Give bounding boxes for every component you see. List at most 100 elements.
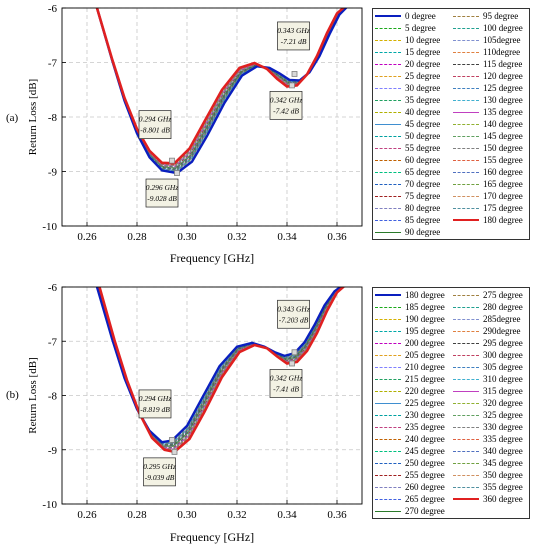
data-annotation: 0.342 GHz -7.42 dB xyxy=(269,82,303,120)
legend-item: 145 degree xyxy=(453,130,527,142)
legend-swatch xyxy=(375,63,401,65)
legend-swatch xyxy=(375,450,401,452)
legend-item: 185 degree xyxy=(375,301,449,313)
legend-swatch xyxy=(453,195,479,197)
legend-label: 125 degree xyxy=(483,82,523,93)
annotation-box xyxy=(138,389,172,419)
data-annotation: 0.296 GHz -9.028 dB xyxy=(145,170,180,208)
annotation-text: -9.039 dB xyxy=(145,473,175,482)
annotation-text: 0.294 GHz xyxy=(139,115,172,124)
legend-item: 345 degree xyxy=(453,457,527,469)
legend-swatch xyxy=(375,147,401,149)
legend-item: 310 degree xyxy=(453,373,527,385)
legend-swatch xyxy=(453,207,479,209)
legend-item: 250 degree xyxy=(375,457,449,469)
y-axis-label: Return Loss [dB] xyxy=(27,357,39,433)
legend-item: 140 degree xyxy=(453,118,527,130)
plot-frame xyxy=(61,286,363,505)
legend-label: 240 degree xyxy=(405,433,445,444)
legend-swatch xyxy=(453,294,479,296)
annotation-marker xyxy=(171,448,178,455)
annotation-marker xyxy=(169,157,175,164)
legend-label: 305 degree xyxy=(483,361,523,372)
legend-item: 100 degree xyxy=(453,22,527,34)
legend-item: 235 degree xyxy=(375,421,449,433)
annotation-box xyxy=(145,178,179,208)
legend-label: 105degree xyxy=(483,34,521,45)
legend-item: 195 degree xyxy=(375,325,449,337)
legend-label: 35 degree xyxy=(405,94,441,105)
legend-label: 290degree xyxy=(483,325,521,336)
legend-swatch xyxy=(375,75,401,77)
legend-label: 335 degree xyxy=(483,433,523,444)
legend-item: 20 degree xyxy=(375,58,449,70)
x-tick-label: 0.34 xyxy=(277,231,297,243)
series-line-bundle xyxy=(98,287,343,449)
legend-label: 10 degree xyxy=(405,34,441,45)
legend-swatch xyxy=(453,75,479,77)
legend-swatch xyxy=(375,183,401,185)
legend-label: 75 degree xyxy=(405,190,441,201)
legend-label: 55 degree xyxy=(405,142,441,153)
legend-label: 145 degree xyxy=(483,130,523,141)
legend-swatch xyxy=(375,99,401,101)
legend-label: 80 degree xyxy=(405,202,441,213)
legend-label: 215 degree xyxy=(405,373,445,384)
legend-item: 40 degree xyxy=(375,106,449,118)
legend-label: 230 degree xyxy=(405,409,445,420)
legend-label: 250 degree xyxy=(405,457,445,468)
panel-a-plot: 0.26 0.28 0.30 0.32 0.34 0.36 -6 -7 -8 -9 -10 0.294… xyxy=(27,3,363,265)
legend-label: 65 degree xyxy=(405,166,441,177)
legend-item: 355 degree xyxy=(453,481,527,493)
legend-label: 85 degree xyxy=(405,214,441,225)
legend-swatch xyxy=(453,462,479,464)
legend-label: 25 degree xyxy=(405,70,441,81)
legend-item: 5 degree xyxy=(375,22,449,34)
legend-swatch xyxy=(375,135,401,137)
legend-label: 265 degree xyxy=(405,493,445,504)
legend-label: 165 degree xyxy=(483,178,523,189)
legend-swatch xyxy=(375,27,401,29)
legend-item: 35 degree xyxy=(375,94,449,106)
legend-item: 265 degree xyxy=(375,493,449,505)
legend-swatch xyxy=(453,390,479,392)
legend-swatch xyxy=(453,426,479,428)
legend-label: 360 degree xyxy=(483,493,523,504)
legend-item: 325 degree xyxy=(453,409,527,421)
legend-label: 225 degree xyxy=(405,397,445,408)
legend-swatch xyxy=(453,378,479,380)
x-tick-label: 0.36 xyxy=(327,231,347,243)
legend-item: 115 degree xyxy=(453,58,527,70)
annotation-marker xyxy=(169,437,175,443)
legend-swatch xyxy=(375,474,401,476)
annotation-text: 0.342 GHz xyxy=(270,373,303,382)
legend-swatch xyxy=(453,135,479,137)
legend-label: 45 degree xyxy=(405,118,441,129)
plot-frame xyxy=(61,7,363,227)
annotation-marker xyxy=(289,82,295,89)
annotation-text: 0.294 GHz xyxy=(139,394,172,403)
legend-item: 130 degree xyxy=(453,94,527,106)
legend-swatch xyxy=(453,51,479,53)
legend-swatch xyxy=(453,366,479,368)
legend-item: 240 degree xyxy=(375,433,449,445)
legend-label: 20 degree xyxy=(405,58,441,69)
legend-item: 320 degree xyxy=(453,397,527,409)
legend-swatch xyxy=(375,294,401,296)
legend-label: 355 degree xyxy=(483,481,523,492)
y-tick-label: -10 xyxy=(42,221,57,233)
annotation-box xyxy=(277,299,310,329)
legend-label: 155 degree xyxy=(483,154,523,165)
legend-label: 330 degree xyxy=(483,421,523,432)
legend-swatch xyxy=(453,474,479,476)
annotation-text: -7.41 dB xyxy=(273,384,299,393)
legend-label: 275 degree xyxy=(483,289,523,300)
legend-label: 70 degree xyxy=(405,178,441,189)
legend-label: 180 degree xyxy=(405,289,445,300)
legend-swatch xyxy=(453,219,479,221)
annotation-box xyxy=(269,91,303,120)
legend-swatch xyxy=(375,231,401,233)
legend-item: 80 degree xyxy=(375,202,449,214)
legend-item: 135 degree xyxy=(453,106,527,118)
legend-swatch xyxy=(375,171,401,173)
